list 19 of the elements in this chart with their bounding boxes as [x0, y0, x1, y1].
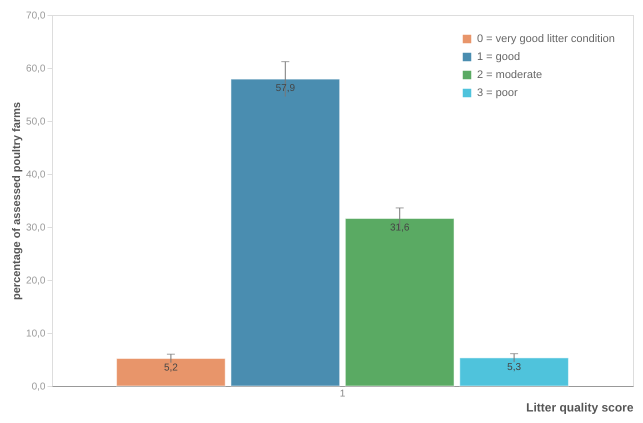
data-label: 31,6: [390, 222, 410, 234]
y-tick-label: 40,0: [26, 170, 46, 180]
y-tick-label: 70,0: [26, 10, 46, 22]
y-tick-label: 10,0: [26, 328, 46, 340]
data-label: 5,3: [507, 362, 522, 373]
data-label: 5,2: [164, 362, 178, 374]
y-tick-label: 30,0: [26, 222, 46, 234]
legend-label: 1 = good: [477, 51, 520, 63]
legend-label: 2 = moderate: [477, 69, 542, 81]
y-tick-label: 50,0: [26, 116, 46, 128]
x-tick-label: 1: [340, 388, 346, 400]
y-axis-title: percentage of assessed poultry farms: [11, 102, 24, 300]
data-label: 57,9: [276, 83, 296, 94]
y-tick-label: 0,0: [32, 382, 46, 392]
x-axis-title: Litter quality score: [526, 400, 634, 414]
legend-label: 0 = very good litter condition: [477, 33, 615, 45]
y-tick-label: 20,0: [26, 276, 46, 286]
y-tick-label: 60,0: [26, 64, 46, 74]
legend-label: 3 = poor: [477, 87, 518, 99]
